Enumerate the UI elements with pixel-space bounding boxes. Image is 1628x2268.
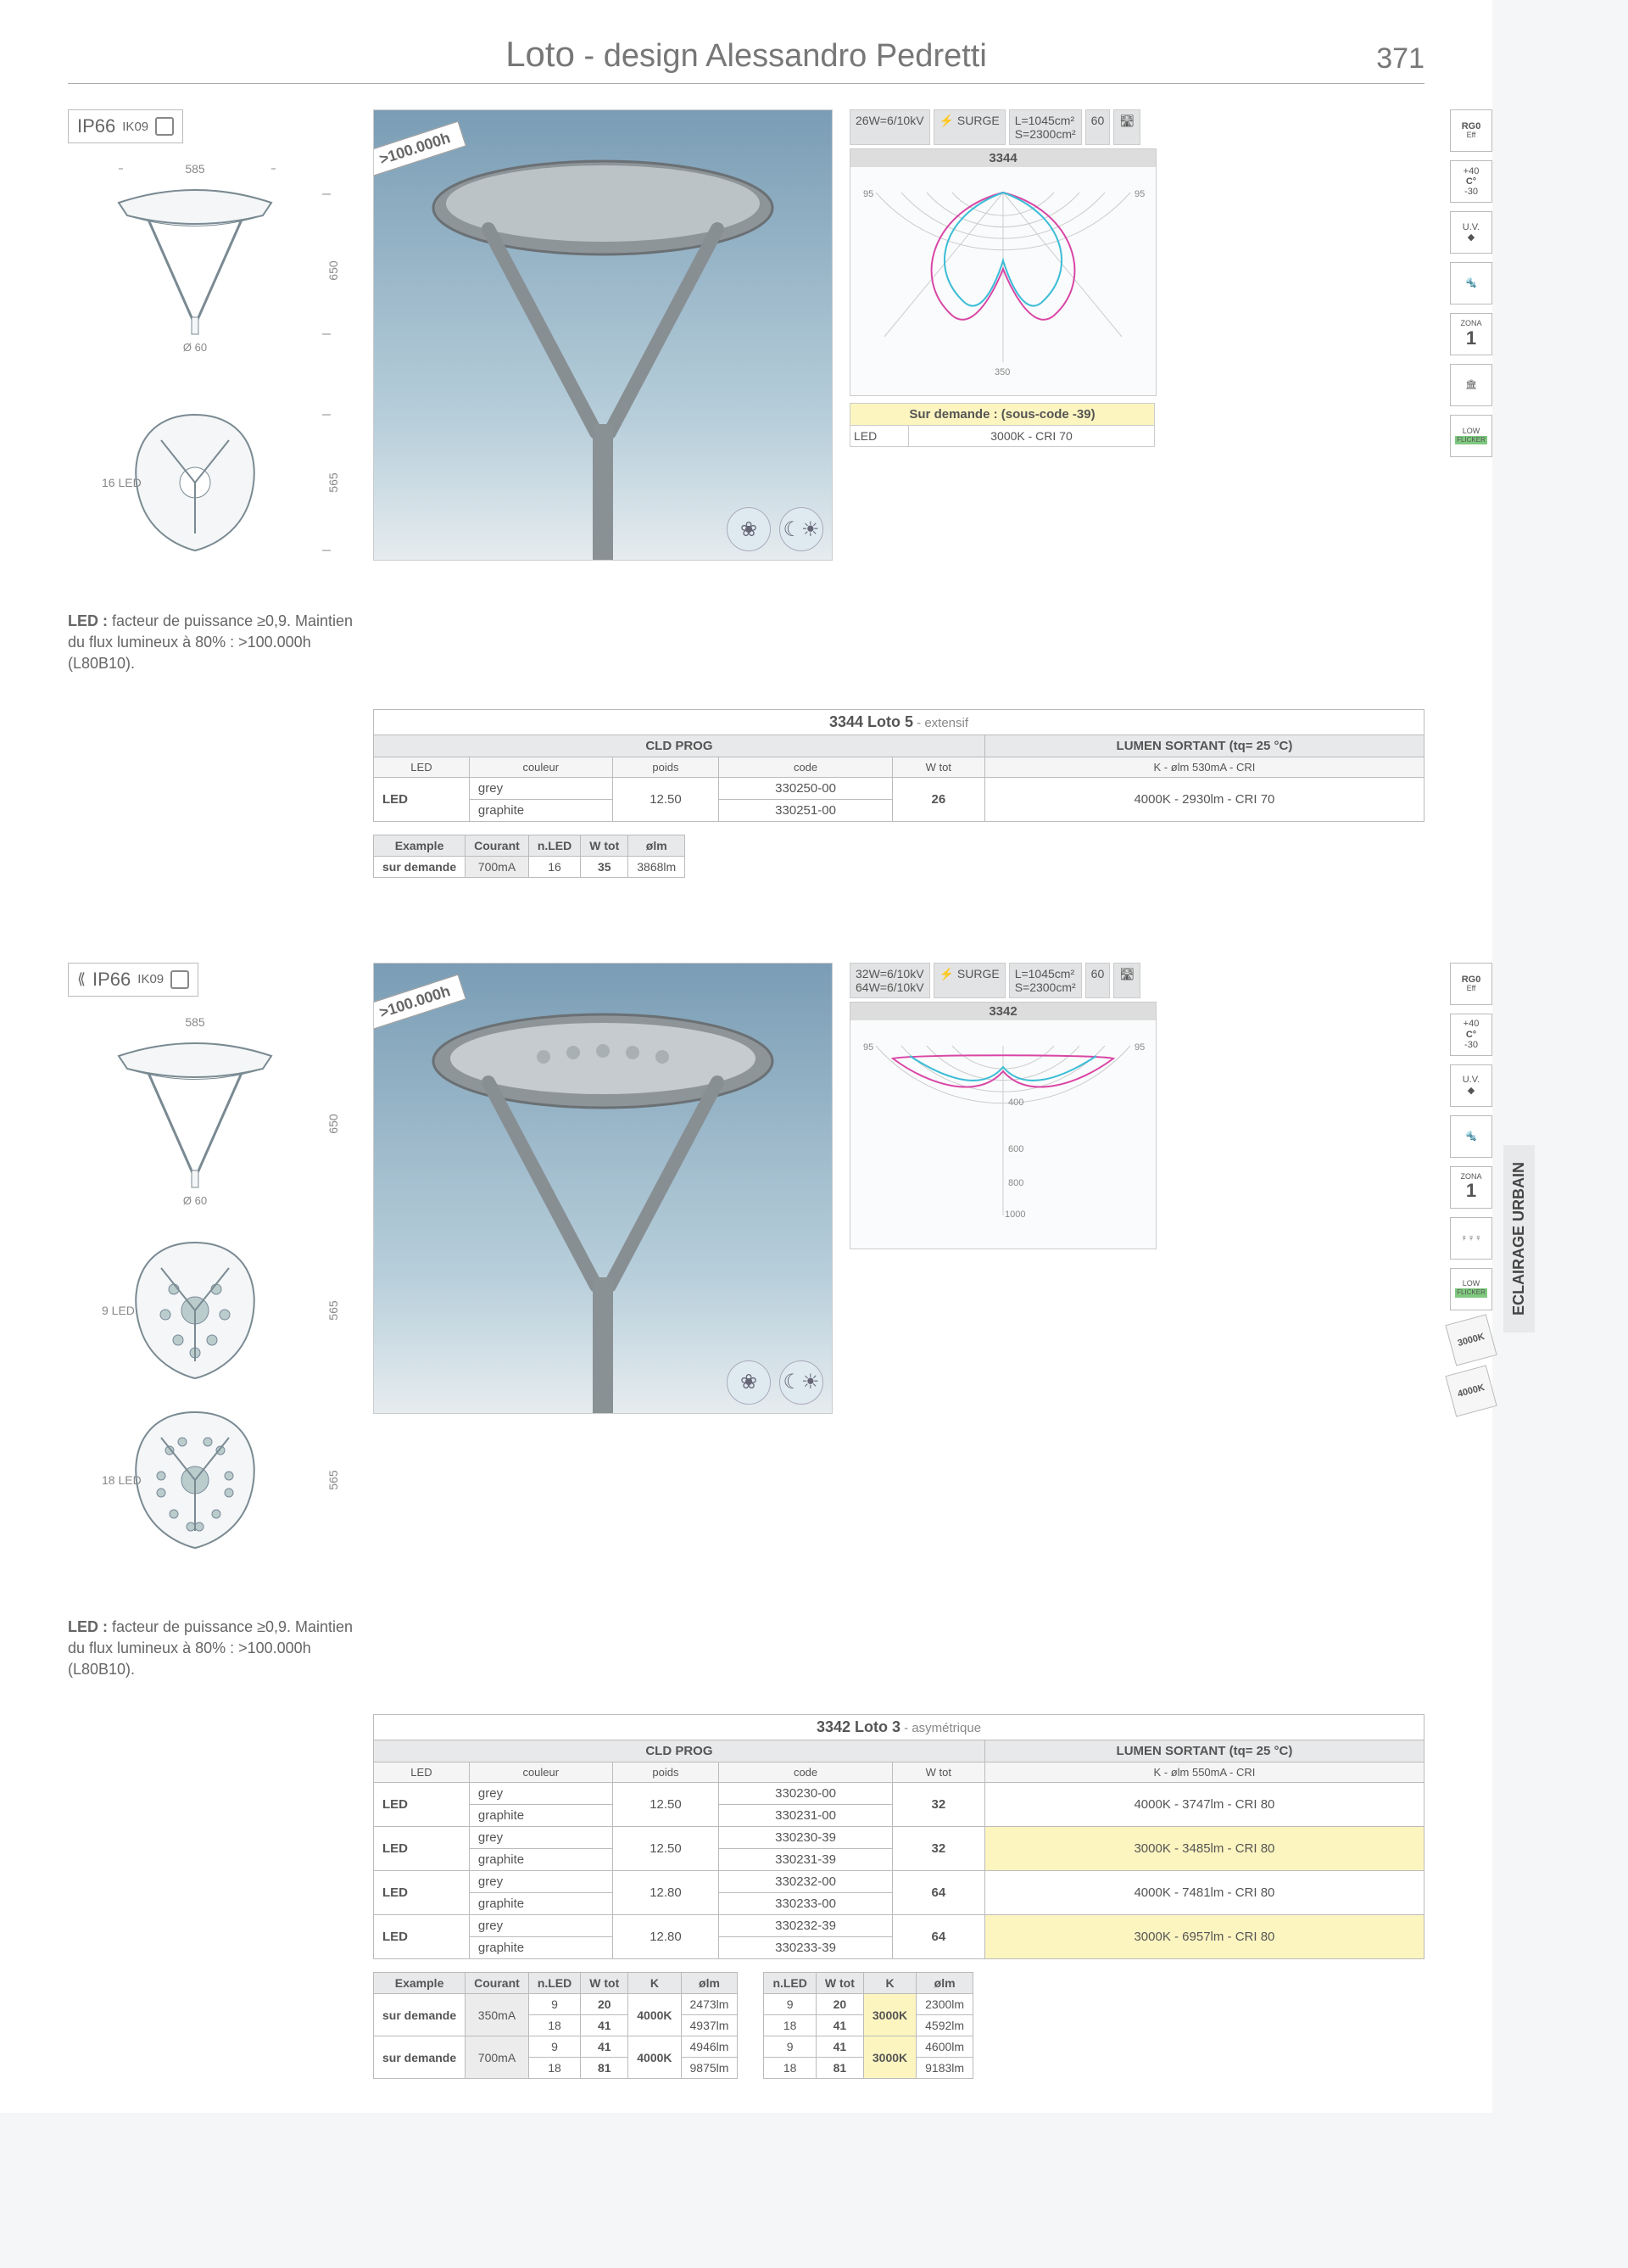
svg-text:800: 800 [1008, 1178, 1023, 1188]
svg-text:600: 600 [1008, 1144, 1023, 1154]
svg-text:95: 95 [863, 1042, 873, 1053]
svg-text:400: 400 [1008, 1098, 1023, 1108]
rg0-icon-2: RG0Eff [1450, 963, 1492, 1005]
side-tab: ECLAIRAGE URBAIN [1503, 1145, 1535, 1332]
uv-icon: U.V.◆ [1450, 211, 1492, 254]
drawing-svg-1: 585 Ø 60 650 16 [68, 152, 356, 593]
svg-text:585: 585 [185, 1015, 205, 1029]
uv-icon-2: U.V.◆ [1450, 1064, 1492, 1107]
example-table-2b: n.LED W tot K ølm 9203000K2300lm18414592… [763, 1972, 973, 2079]
chip-wattage-2: 32W=6/10kV64W=6/10kV [850, 963, 930, 998]
svg-text:18 LED: 18 LED [102, 1473, 142, 1487]
svg-text:585: 585 [185, 162, 205, 176]
chip-wattage: 26W=6/10kV [850, 109, 930, 145]
class-icon-2 [170, 970, 189, 989]
chip-ls: L=1045cm²S=2300cm² [1009, 109, 1082, 145]
svg-text:95: 95 [863, 189, 873, 199]
svg-text:Ø 60: Ø 60 [183, 341, 207, 354]
svg-text:9 LED: 9 LED [102, 1304, 135, 1317]
temp-icon: +40C°-30 [1450, 160, 1492, 203]
class-icon [155, 117, 174, 136]
svg-text:95: 95 [1135, 189, 1145, 199]
rg0-icon: RG0Eff [1450, 109, 1492, 152]
drawing-svg-2: 585 Ø 60 650 [68, 1005, 356, 1599]
svg-text:16 LED: 16 LED [102, 476, 142, 489]
led-note-prefix: LED : [68, 612, 112, 629]
chip-60: 60 [1085, 109, 1111, 145]
temp-icon-2: +40C°-30 [1450, 1014, 1492, 1056]
title-main: Loto [505, 34, 575, 74]
tech-drawing-1: IP66 IK09 585 Ø 60 650 [68, 109, 356, 675]
polar-diagram-1: 3344 95 95 350 [850, 148, 1157, 396]
ik-rating: IK09 [122, 120, 148, 134]
demand-value: 3000K - CRI 70 [909, 426, 1154, 446]
eco-icon-2: ❀ [727, 1360, 771, 1405]
svg-text:650: 650 [326, 260, 340, 281]
screw-icon-2: 🔩 [1450, 1115, 1492, 1158]
svg-text:565: 565 [326, 1300, 340, 1321]
ip-rating: IP66 [77, 115, 115, 137]
svg-text:350: 350 [995, 367, 1010, 377]
zona-icon: ZONA1 [1450, 313, 1492, 355]
example-table-1: Example Courant n.LED W tot ølm sur dema… [373, 835, 685, 878]
chip-streetlight-icon: 🛣 [1113, 109, 1140, 145]
spec-table-2: 3342 Loto 3 - asymétrique CLD PROG LUMEN… [373, 1714, 1424, 1959]
mark-icon: ⟪ [77, 970, 86, 988]
spec-table-1: 3344 Loto 5 - extensif CLD PROG LUMEN SO… [373, 709, 1424, 822]
ik-rating-2: IK09 [137, 972, 164, 986]
chip-surge: ⚡ SURGE [934, 109, 1006, 145]
page-header: Loto - design Alessandro Pedretti 371 [68, 34, 1424, 84]
demand-title: Sur demande : (sous-code -39) [850, 403, 1155, 426]
chip-streetlight-icon-2: 🛣 [1113, 963, 1140, 998]
chip-60-2: 60 [1085, 963, 1111, 998]
k3000-icon: 3000K [1445, 1314, 1497, 1366]
svg-text:95: 95 [1135, 1042, 1145, 1053]
polar-diagram-2: 3342 95 95 400 600 800 [850, 1002, 1157, 1249]
eco-icon: ❀ [727, 507, 771, 551]
screw-icon: 🔩 [1450, 262, 1492, 304]
svg-text:650: 650 [326, 1114, 340, 1134]
svg-text:565: 565 [326, 1470, 340, 1490]
led-note-prefix-2: LED : [68, 1618, 112, 1635]
day-night-icon: ☾☀ [779, 507, 823, 551]
svg-text:1000: 1000 [1005, 1209, 1025, 1220]
demand-led: LED [850, 426, 909, 446]
product-photo-1: >100.000h ❀ ☾☀ [373, 109, 833, 561]
example-table-2a: Example Courant n.LED W tot K ølm sur de… [373, 1972, 738, 2079]
page-number: 371 [1376, 42, 1424, 75]
flicker-icon-2: LOWFLICKER [1450, 1268, 1492, 1310]
svg-text:Ø 60: Ø 60 [183, 1194, 207, 1207]
ip-rating-2: IP66 [92, 969, 131, 991]
flicker-icon: LOWFLICKER [1450, 415, 1492, 457]
poles-icon: ♀♀♀ [1450, 1217, 1492, 1260]
building-icon: 🏛 [1450, 364, 1492, 406]
title-sub: - design Alessandro Pedretti [575, 38, 987, 74]
day-night-icon-2: ☾☀ [779, 1360, 823, 1405]
chip-ls-2: L=1045cm²S=2300cm² [1009, 963, 1082, 998]
product-photo-2: >100.000h ❀ ☾☀ [373, 963, 833, 1414]
tech-drawing-2: ⟪ IP66 IK09 585 Ø 60 650 [68, 963, 356, 1681]
chip-surge-2: ⚡ SURGE [934, 963, 1006, 998]
svg-text:565: 565 [326, 472, 340, 493]
zona-icon-2: ZONA1 [1450, 1166, 1492, 1209]
k4000-icon: 4000K [1445, 1365, 1497, 1416]
